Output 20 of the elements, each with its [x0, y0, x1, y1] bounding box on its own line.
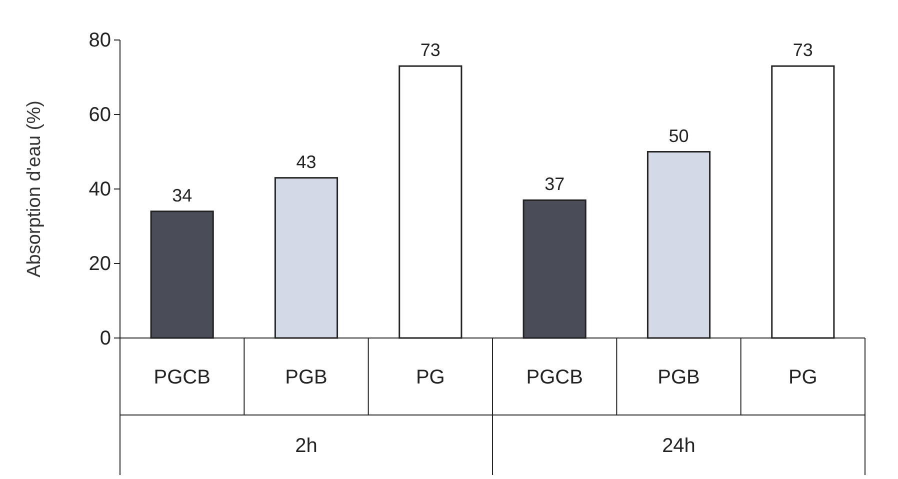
y-tick-label: 80 [88, 29, 111, 52]
y-tick-label: 40 [88, 178, 111, 200]
series-label: PG [416, 366, 445, 388]
data-label: 50 [668, 126, 689, 146]
data-label: 34 [172, 185, 192, 206]
data-label: 73 [420, 40, 440, 60]
text: PGB [658, 366, 700, 388]
x-tick-label: 24h [662, 435, 696, 457]
data-label: 73 [792, 40, 813, 60]
y-tick-label: 60 [88, 104, 111, 126]
y-axis-title: Absorption d'eau (%) [24, 100, 45, 278]
text: PGCB [526, 366, 583, 388]
series-label: PGB [285, 366, 328, 388]
data-label: 43 [296, 152, 316, 172]
y-tick-label: 20 [88, 252, 111, 275]
series-label: PGCB [154, 366, 210, 388]
text: PG [788, 366, 818, 388]
y-tick-label: 0 [100, 327, 111, 350]
x-tick-label: 2h [295, 435, 318, 457]
data-label: 37 [544, 174, 565, 194]
